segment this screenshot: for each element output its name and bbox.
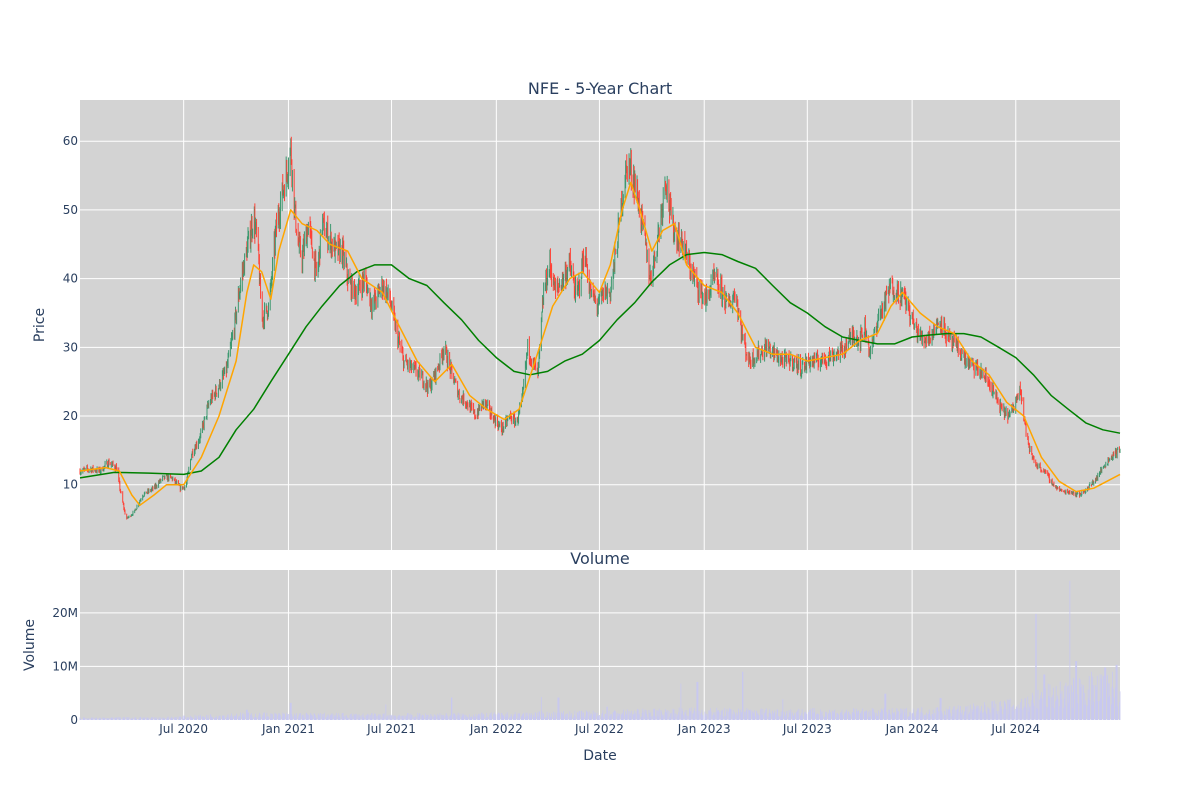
price-traces [79,136,1121,520]
price-y-tick-label: 30 [63,340,78,354]
volume-plot-background [80,570,1120,720]
volume-y-axis-title: Volume [22,619,38,671]
date-x-tick-label: Jan 2024 [885,722,939,736]
price-plot-background [80,100,1120,550]
date-x-tick-label: Jul 2020 [158,722,208,736]
ma-short-line [79,181,1121,507]
price-y-tick-labels: 10 20 30 40 50 60 [63,134,78,492]
date-x-tick-labels: Jul 2020 Jan 2021 Jul 2021 Jan 2022 Jul 2022… [158,722,1040,736]
price-chart-title: NFE - 5-Year Chart [528,79,672,98]
price-y-tick-label: 60 [63,134,78,148]
price-gridlines [80,100,1120,550]
price-y-tick-label: 10 [63,478,78,492]
date-x-tick-label: Jan 2022 [469,722,523,736]
volume-chart-title: Volume [570,549,630,568]
volume-y-tick-label: 0 [70,713,78,727]
date-x-tick-label: Jul 2021 [366,722,416,736]
date-x-tick-label: Jul 2023 [782,722,832,736]
date-x-tick-label: Jan 2023 [677,722,731,736]
price-y-tick-label: 20 [63,409,78,423]
price-y-tick-label: 40 [63,272,78,286]
volume-y-tick-label: 20M [52,606,78,620]
volume-y-tick-label: 10M [52,659,78,673]
volume-y-tick-labels: 0 10M 20M [52,606,78,727]
date-x-tick-label: Jul 2024 [990,722,1040,736]
date-x-tick-label: Jan 2021 [261,722,315,736]
price-y-axis-title: Price [32,308,48,342]
volume-bars [79,580,1121,720]
date-x-axis-title: Date [583,748,616,764]
date-x-tick-label: Jul 2022 [574,722,624,736]
price-y-tick-label: 50 [63,203,78,217]
